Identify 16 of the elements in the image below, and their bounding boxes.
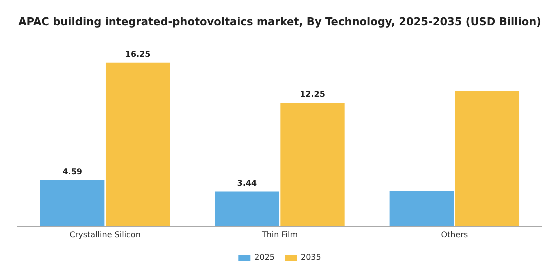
chart-title: APAC building integrated-photovoltaics market, By Technology, 2025-2035 (USD Billion) (18, 15, 542, 29)
bar (215, 192, 280, 226)
x-tick-label: Crystalline Silicon (70, 230, 141, 240)
x-tick-label: Thin Film (260, 230, 298, 240)
data-label: 16.25 (125, 50, 152, 59)
data-label: 12.25 (300, 90, 326, 100)
legend-label: 2025 (254, 253, 275, 262)
bar (390, 191, 454, 226)
x-tick-label: Others (441, 230, 468, 240)
bar (106, 62, 170, 226)
legend-label: 2035 (301, 253, 322, 262)
data-label: 3.44 (237, 178, 258, 188)
bar (40, 180, 105, 226)
data-label: 4.59 (62, 167, 83, 176)
bar (455, 92, 520, 226)
bar (280, 103, 345, 226)
